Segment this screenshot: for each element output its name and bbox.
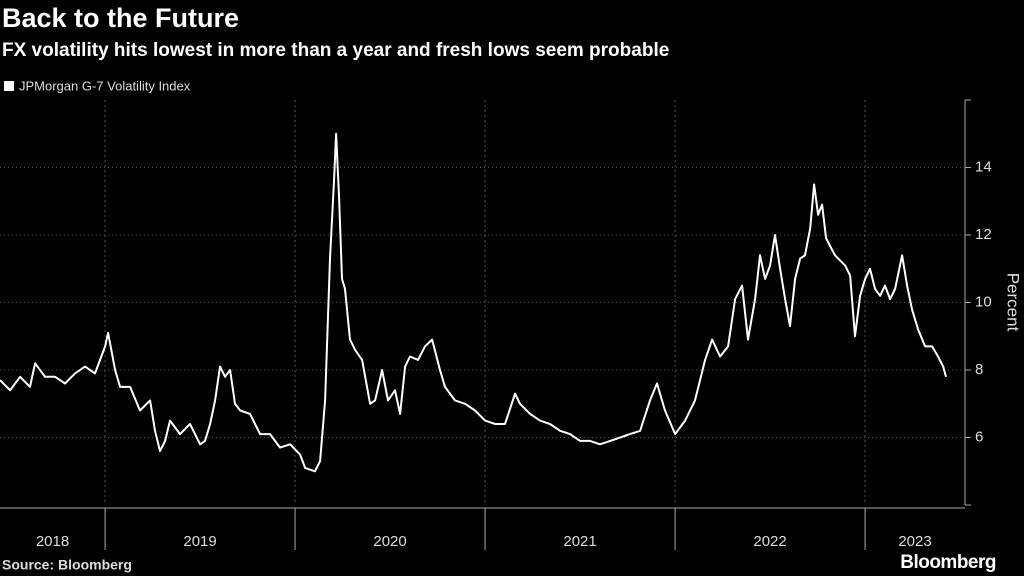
y-tick-label: 8 xyxy=(975,361,983,378)
legend-label: JPMorgan G-7 Volatility Index xyxy=(19,78,191,93)
x-tick-label: 2022 xyxy=(753,533,786,550)
y-tick-label: 12 xyxy=(975,226,992,243)
line-series xyxy=(0,132,947,473)
logo: Bloomberg xyxy=(900,552,996,573)
chart-title: Back to the Future xyxy=(2,3,239,33)
legend-swatch xyxy=(4,81,14,91)
source: Source: Bloomberg xyxy=(2,557,132,573)
y-tick-label: 10 xyxy=(975,293,992,310)
x-tick-label: 2018 xyxy=(36,533,69,550)
x-tick-label: 2023 xyxy=(898,533,931,550)
y-tick-label: 6 xyxy=(975,428,983,445)
chart-subtitle: FX volatility hits lowest in more than a… xyxy=(2,40,669,61)
y-tick-label: 14 xyxy=(975,158,992,175)
y-axis-label: Percent xyxy=(1004,273,1023,332)
x-tick-label: 2019 xyxy=(183,533,216,550)
x-tick-label: 2021 xyxy=(563,533,596,550)
x-tick-label: 2020 xyxy=(373,533,406,550)
